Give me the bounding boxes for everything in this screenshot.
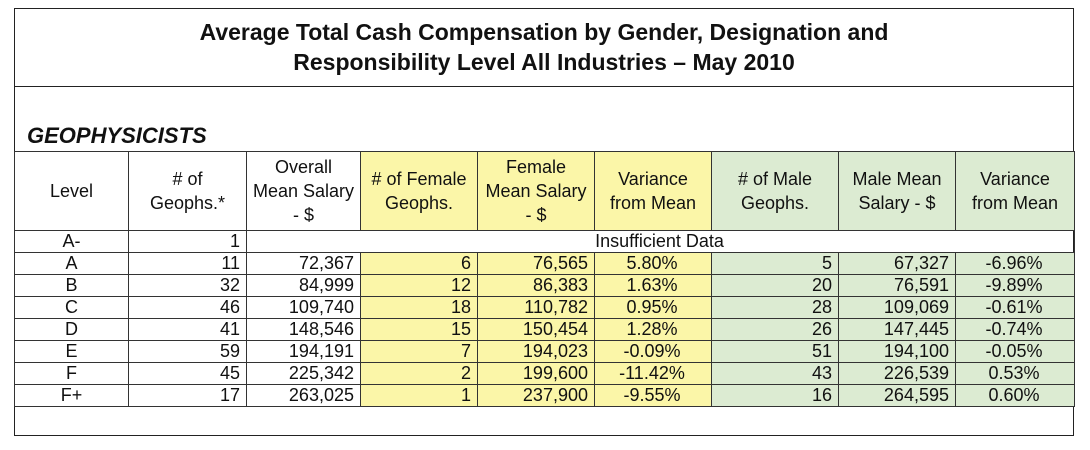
- cell-level: F: [14, 362, 129, 385]
- cell-female-var: 1.63%: [594, 274, 712, 297]
- table-row: C 46 109,740 18 110,782 0.95% 28 109,069 -0.61%: [14, 296, 1075, 319]
- cell-male-var: -0.61%: [955, 296, 1075, 319]
- table-row: B 32 84,999 12 86,383 1.63% 20 76,591 -9.89%: [14, 274, 1075, 297]
- cell-female-mean: 150,454: [477, 318, 595, 341]
- cell-female-mean: 110,782: [477, 296, 595, 319]
- cell-male-mean: 76,591: [838, 274, 956, 297]
- cell-male-var: -6.96%: [955, 252, 1075, 275]
- cell-female-n: 1: [360, 384, 478, 407]
- cell-geophs: 45: [128, 362, 247, 385]
- cell-female-var: -0.09%: [594, 340, 712, 363]
- compensation-table: Level # of Geophs.* Overall Mean Salary …: [14, 151, 1075, 407]
- cell-male-n: 5: [711, 252, 839, 275]
- cell-overall: 109,740: [246, 296, 361, 319]
- cell-female-mean: 194,023: [477, 340, 595, 363]
- cell-male-var: -9.89%: [955, 274, 1075, 297]
- header-female-mean: Female Mean Salary - $: [477, 151, 595, 231]
- cell-male-n: 43: [711, 362, 839, 385]
- cell-female-n: 2: [360, 362, 478, 385]
- title-line-2: Responsibility Level All Industries – Ma…: [293, 49, 795, 75]
- header-row: Level # of Geophs.* Overall Mean Salary …: [14, 151, 1075, 231]
- cell-male-var: 0.60%: [955, 384, 1075, 407]
- cell-male-mean: 194,100: [838, 340, 956, 363]
- header-female-variance: Variance from Mean: [594, 151, 712, 231]
- cell-male-n: 26: [711, 318, 839, 341]
- cell-geophs: 17: [128, 384, 247, 407]
- cell-female-mean: 76,565: [477, 252, 595, 275]
- header-overall-mean: Overall Mean Salary - $: [246, 151, 361, 231]
- cell-female-mean: 199,600: [477, 362, 595, 385]
- cell-male-n: 28: [711, 296, 839, 319]
- cell-overall: 263,025: [246, 384, 361, 407]
- cell-female-var: -11.42%: [594, 362, 712, 385]
- cell-female-n: 18: [360, 296, 478, 319]
- header-male-variance: Variance from Mean: [955, 151, 1075, 231]
- cell-female-var: 5.80%: [594, 252, 712, 275]
- compensation-table-frame: Average Total Cash Compensation by Gende…: [14, 8, 1075, 436]
- cell-level: B: [14, 274, 129, 297]
- header-level: Level: [14, 151, 129, 231]
- cell-overall: 84,999: [246, 274, 361, 297]
- cell-female-n: 15: [360, 318, 478, 341]
- cell-geophs: 11: [128, 252, 247, 275]
- cell-overall: 194,191: [246, 340, 361, 363]
- cell-male-mean: 67,327: [838, 252, 956, 275]
- cell-male-mean: 264,595: [838, 384, 956, 407]
- cell-male-mean: 226,539: [838, 362, 956, 385]
- cell-level: F+: [14, 384, 129, 407]
- cell-female-n: 7: [360, 340, 478, 363]
- table-row: F+ 17 263,025 1 237,900 -9.55% 16 264,595 0.60%: [14, 384, 1075, 407]
- cell-level: A: [14, 252, 129, 275]
- cell-overall: 72,367: [246, 252, 361, 275]
- cell-female-mean: 237,900: [477, 384, 595, 407]
- cell-geophs: 1: [128, 230, 247, 253]
- header-female-count: # of Female Geophs.: [360, 151, 478, 231]
- cell-female-n: 6: [360, 252, 478, 275]
- cell-male-n: 16: [711, 384, 839, 407]
- cell-geophs: 59: [128, 340, 247, 363]
- cell-level: E: [14, 340, 129, 363]
- cell-geophs: 32: [128, 274, 247, 297]
- cell-overall: 225,342: [246, 362, 361, 385]
- cell-female-var: 0.95%: [594, 296, 712, 319]
- cell-male-n: 51: [711, 340, 839, 363]
- cell-geophs: 41: [128, 318, 247, 341]
- insufficient-data-note: Insufficient Data: [246, 230, 1075, 253]
- cell-female-var: 1.28%: [594, 318, 712, 341]
- cell-overall: 148,546: [246, 318, 361, 341]
- table-row: A 11 72,367 6 76,565 5.80% 5 67,327 -6.96%: [14, 252, 1075, 275]
- cell-level: C: [14, 296, 129, 319]
- cell-male-var: -0.74%: [955, 318, 1075, 341]
- table-row: E 59 194,191 7 194,023 -0.09% 51 194,100 -0.05%: [14, 340, 1075, 363]
- header-male-count: # of Male Geophs.: [711, 151, 839, 231]
- table-row: F 45 225,342 2 199,600 -11.42% 43 226,539 0.53%: [14, 362, 1075, 385]
- header-male-mean: Male Mean Salary - $: [838, 151, 956, 231]
- section-label: GEOPHYSICISTS: [27, 123, 207, 148]
- cell-male-mean: 109,069: [838, 296, 956, 319]
- cell-male-mean: 147,445: [838, 318, 956, 341]
- cell-male-var: -0.05%: [955, 340, 1075, 363]
- cell-female-var: -9.55%: [594, 384, 712, 407]
- cell-male-var: 0.53%: [955, 362, 1075, 385]
- cell-level: D: [14, 318, 129, 341]
- header-geophs: # of Geophs.*: [128, 151, 247, 231]
- table-row: D 41 148,546 15 150,454 1.28% 26 147,445 -0.74%: [14, 318, 1075, 341]
- cell-female-n: 12: [360, 274, 478, 297]
- table-title: Average Total Cash Compensation by Gende…: [15, 9, 1073, 87]
- table-row: A- 1 Insufficient Data: [14, 230, 1075, 253]
- cell-level: A-: [14, 230, 129, 253]
- cell-female-mean: 86,383: [477, 274, 595, 297]
- title-line-1: Average Total Cash Compensation by Gende…: [199, 19, 889, 45]
- cell-geophs: 46: [128, 296, 247, 319]
- cell-male-n: 20: [711, 274, 839, 297]
